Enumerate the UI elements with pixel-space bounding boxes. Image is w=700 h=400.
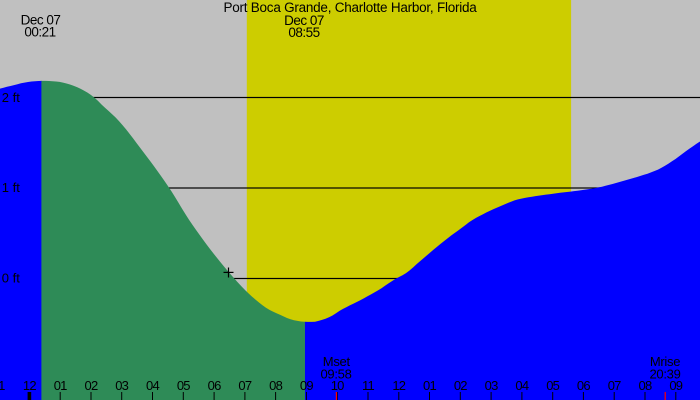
svg-text:12: 12 [392, 378, 405, 393]
svg-text:01: 01 [423, 378, 436, 393]
svg-text:08: 08 [269, 378, 282, 393]
svg-text:04: 04 [146, 378, 159, 393]
svg-text:11: 11 [0, 378, 5, 393]
svg-text:04: 04 [515, 378, 528, 393]
svg-text:09:58: 09:58 [320, 366, 351, 381]
svg-text:0 ft: 0 ft [2, 271, 20, 286]
svg-text:03: 03 [485, 378, 498, 393]
svg-text:10: 10 [331, 378, 344, 393]
svg-text:Mrise: Mrise [650, 354, 680, 369]
svg-text:12: 12 [23, 378, 36, 393]
svg-text:20:39: 20:39 [649, 366, 680, 381]
svg-text:07: 07 [238, 378, 251, 393]
svg-text:11: 11 [362, 378, 375, 393]
svg-text:05: 05 [177, 378, 190, 393]
svg-text:01: 01 [54, 378, 67, 393]
svg-text:08:55: 08:55 [288, 25, 319, 40]
svg-text:09: 09 [300, 378, 313, 393]
svg-text:03: 03 [115, 378, 128, 393]
svg-text:07: 07 [608, 378, 621, 393]
svg-text:06: 06 [577, 378, 590, 393]
svg-text:09: 09 [669, 378, 682, 393]
svg-text:05: 05 [546, 378, 559, 393]
svg-text:Port Boca Grande, Charlotte Ha: Port Boca Grande, Charlotte Harbor, Flor… [223, 0, 477, 15]
svg-text:1 ft: 1 ft [2, 180, 20, 195]
svg-text:Mset: Mset [323, 354, 351, 369]
svg-text:2 ft: 2 ft [2, 90, 20, 105]
svg-text:08: 08 [639, 378, 652, 393]
svg-text:Dec 07: Dec 07 [21, 13, 61, 28]
svg-text:Dec 07: Dec 07 [284, 13, 324, 28]
svg-text:02: 02 [454, 378, 467, 393]
svg-text:02: 02 [85, 378, 98, 393]
svg-text:00:21: 00:21 [24, 25, 55, 40]
svg-text:06: 06 [208, 378, 221, 393]
